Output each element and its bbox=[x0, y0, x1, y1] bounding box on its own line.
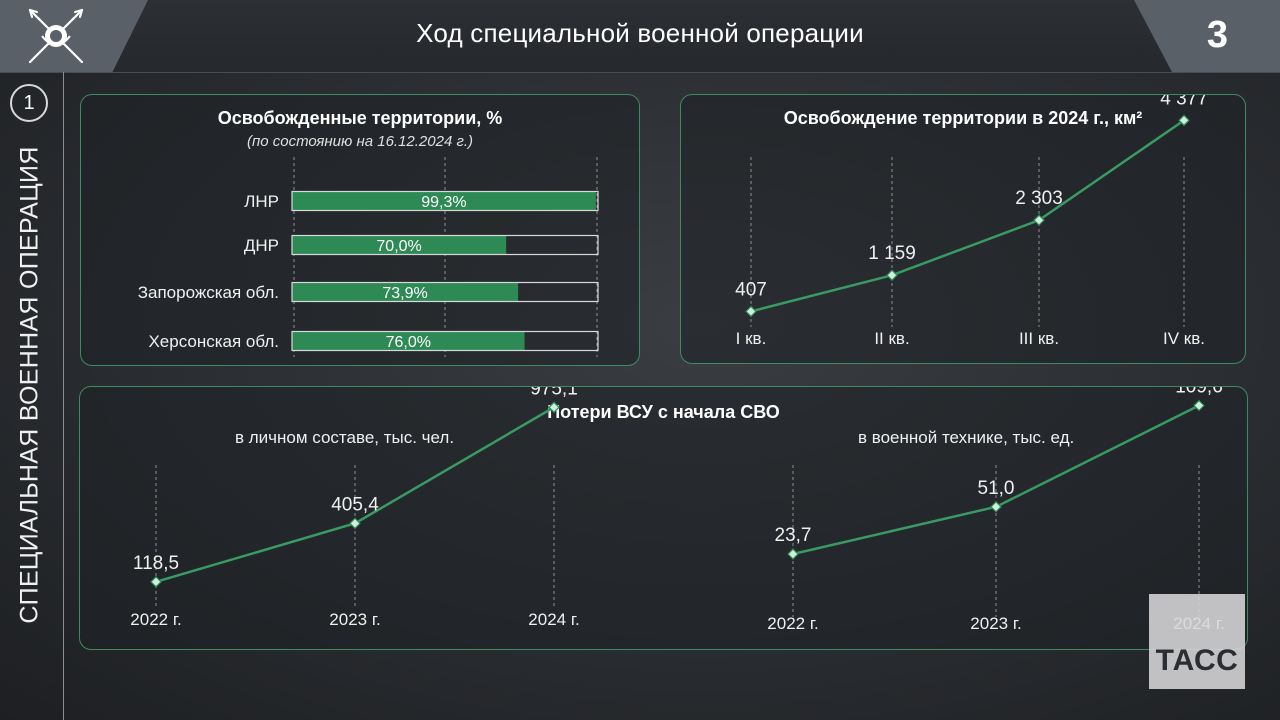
category-label-1: 2023 г. bbox=[329, 610, 380, 629]
data-point-1 bbox=[990, 500, 1002, 513]
chart1-subtitle: (по состоянию на 16.12.2024 г.) bbox=[246, 133, 474, 150]
data-point-3 bbox=[1178, 114, 1190, 127]
category-label-0: 2022 г. bbox=[767, 614, 818, 633]
sidebar-divider bbox=[63, 72, 64, 720]
tass-logo-text: ТАСС bbox=[1155, 644, 1239, 677]
data-label-1: 51,0 bbox=[978, 478, 1015, 499]
emblem-box bbox=[0, 0, 148, 72]
category-label-1: II кв. bbox=[874, 329, 909, 348]
data-label-2: 975,1 bbox=[530, 387, 578, 399]
data-point-1 bbox=[886, 269, 898, 282]
category-label-2: III кв. bbox=[1019, 329, 1059, 348]
page-title: Ход специальной военной операции bbox=[416, 18, 864, 48]
section-title-vertical: СПЕЦИАЛЬНАЯ ВОЕННАЯ ОПЕРАЦИЯ bbox=[15, 146, 44, 624]
bar-0 bbox=[292, 191, 596, 211]
series-line bbox=[750, 119, 1185, 313]
bar-2 bbox=[292, 282, 519, 302]
slide-number-box: 3 bbox=[1134, 0, 1280, 72]
bar-track-0 bbox=[291, 190, 599, 212]
data-label-2: 2 303 bbox=[1015, 188, 1063, 209]
category-label-3: IV кв. bbox=[1163, 329, 1205, 348]
data-point-2 bbox=[1033, 214, 1045, 227]
category-label-1: ДНР bbox=[244, 236, 279, 255]
bar-value-label-2: 73,9% bbox=[382, 285, 427, 302]
data-point-2 bbox=[548, 401, 560, 414]
data-point-0 bbox=[787, 548, 799, 560]
crossed-arrows-emblem-icon bbox=[28, 8, 84, 64]
bar-value-label-0: 99,3% bbox=[421, 194, 466, 211]
bar-track-3 bbox=[291, 330, 599, 352]
data-label-0: 118,5 bbox=[133, 553, 179, 574]
bar-track-2 bbox=[291, 281, 599, 303]
bar-3 bbox=[292, 331, 525, 351]
data-label-2: 109,6 bbox=[1175, 387, 1223, 398]
category-label-0: ЛНР bbox=[244, 192, 279, 211]
chart3-subtitle: в личном составе, тыс. чел. bbox=[235, 428, 455, 447]
data-point-0 bbox=[745, 305, 757, 318]
category-label-0: 2022 г. bbox=[130, 610, 181, 629]
chart4-subtitle: в военной технике, тыс. ед. bbox=[858, 428, 1075, 447]
section-number: 1 bbox=[10, 84, 48, 122]
liberated-territories-panel: Освобожденные территории, % (по состояни… bbox=[80, 94, 640, 366]
data-label-0: 23,7 bbox=[775, 525, 812, 546]
data-point-2 bbox=[1193, 399, 1205, 412]
category-label-3: Херсонская обл. bbox=[148, 332, 279, 351]
category-label-0: I кв. bbox=[736, 329, 767, 348]
top-bar: Ход специальной военной операции 3 bbox=[0, 0, 1280, 73]
data-point-0 bbox=[150, 576, 162, 588]
liberated-territories-chart: 99,3% ЛНР 70,0% ДНР 73,9% Запорожская обл. 76,… bbox=[138, 157, 599, 357]
liberation-2024-panel: Освобождение территории в 2024 г., км² 4… bbox=[680, 94, 1246, 364]
liberation-2024-chart: 407 I кв. 1 159 II кв. 2 303 III кв. 4 377 IV к… bbox=[735, 95, 1208, 348]
chart1-title: Освобожденные территории, % bbox=[217, 108, 503, 128]
bar-value-label-3: 76,0% bbox=[386, 334, 431, 351]
slide-number: 3 bbox=[1206, 14, 1228, 56]
chart2-title: Освобождение территории в 2024 г., км² bbox=[783, 108, 1143, 128]
category-label-2: Запорожская обл. bbox=[138, 283, 279, 302]
personnel-losses-chart: 118,5 2022 г. 405,4 2023 г. 975,1 2024 г. bbox=[130, 387, 579, 629]
bar-value-label-1: 70,0% bbox=[376, 238, 421, 255]
afu-losses-panel: Потери ВСУ с начала СВО в личном составе… bbox=[79, 386, 1248, 650]
category-label-1: 2023 г. bbox=[970, 614, 1021, 633]
data-label-1: 1 159 bbox=[868, 243, 916, 264]
tass-watermark: ТАСС bbox=[1149, 594, 1245, 689]
category-label-2: 2024 г. bbox=[528, 610, 579, 629]
bar-1 bbox=[292, 235, 507, 255]
data-label-0: 407 bbox=[735, 279, 767, 300]
data-label-1: 405,4 bbox=[331, 494, 379, 515]
data-label-3: 4 377 bbox=[1160, 95, 1208, 109]
chart3-title: Потери ВСУ с начала СВО bbox=[547, 402, 780, 422]
bar-track-1 bbox=[291, 234, 599, 256]
data-point-1 bbox=[349, 517, 361, 530]
